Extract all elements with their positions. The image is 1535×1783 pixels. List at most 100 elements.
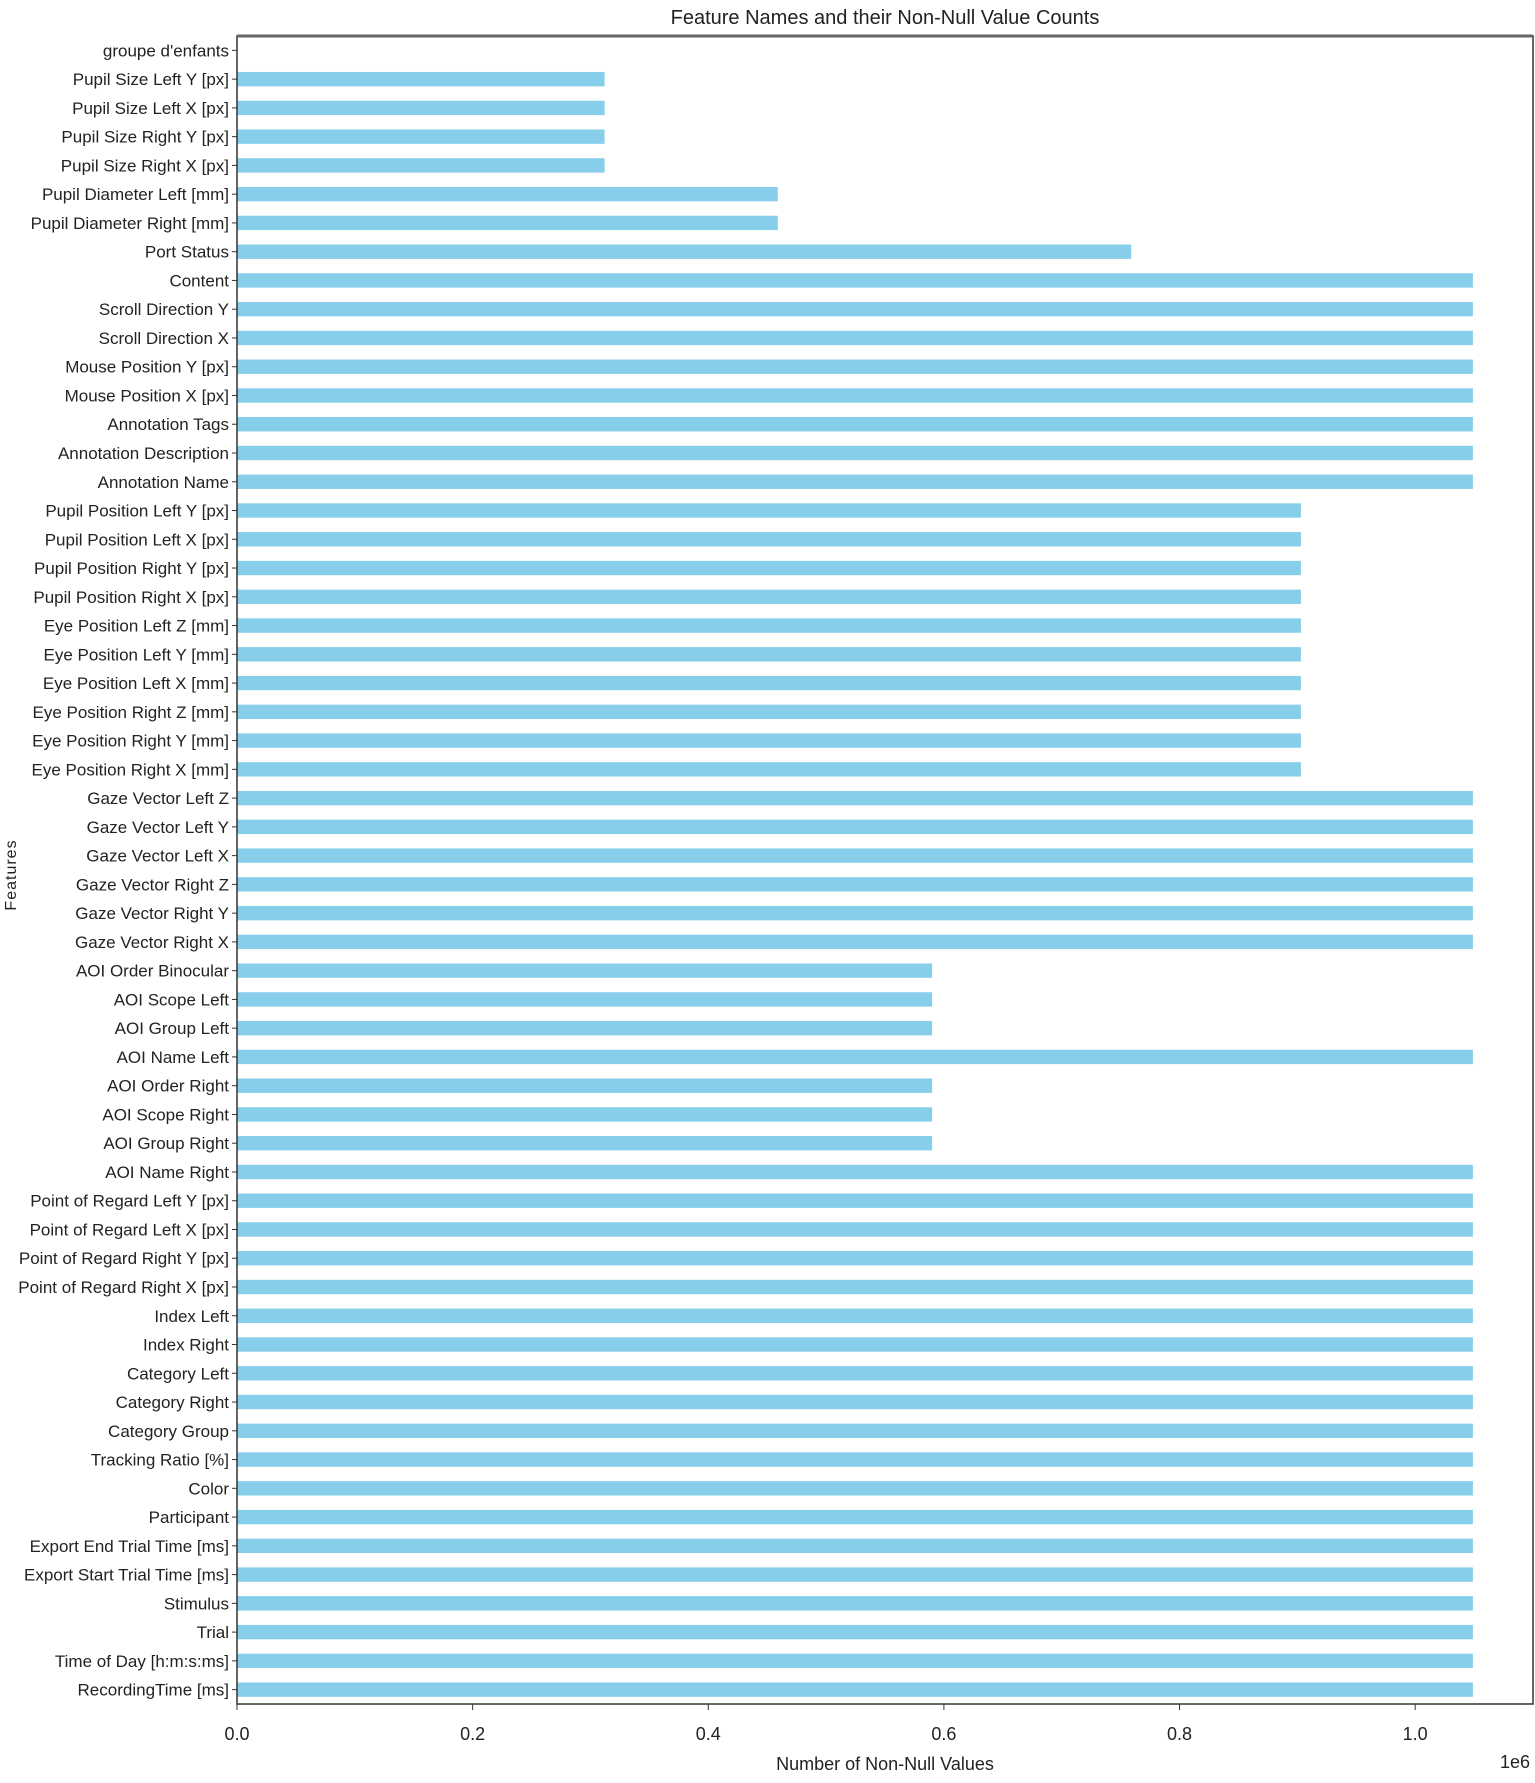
- y-tick-label: AOI Name Right: [105, 1163, 229, 1182]
- bar: [237, 244, 1132, 259]
- bar: [237, 704, 1301, 720]
- bar: [237, 848, 1473, 863]
- y-tick-label: Gaze Vector Left X: [86, 847, 229, 866]
- x-tick-label: 0.0: [224, 1724, 249, 1744]
- y-tick-label: Scroll Direction Y: [99, 300, 229, 319]
- y-tick-label: Annotation Tags: [107, 415, 229, 434]
- y-tick-label: Eye Position Left Z [mm]: [44, 617, 229, 636]
- y-tick-label: AOI Group Right: [103, 1134, 229, 1153]
- bars-group: [237, 71, 1473, 1697]
- bar: [237, 129, 605, 144]
- y-tick-label: Gaze Vector Left Z: [87, 789, 229, 808]
- y-tick-label: Eye Position Right X [mm]: [32, 760, 229, 779]
- y-tick-label: Category Left: [127, 1364, 229, 1383]
- bar: [237, 1337, 1473, 1352]
- bar: [237, 1481, 1473, 1496]
- y-tick-label: Export Start Trial Time [ms]: [24, 1566, 229, 1585]
- y-tick-label: Time of Day [h:m:s:ms]: [55, 1652, 229, 1671]
- x-tick-labels: 0.0 0.2 0.4 0.6 0.8 1.0: [224, 1704, 1428, 1744]
- y-axis-label: Features: [3, 839, 20, 910]
- bar: [237, 1394, 1473, 1410]
- bar: [237, 1020, 933, 1036]
- bar: [237, 589, 1301, 604]
- y-tick-label: Gaze Vector Right X: [75, 933, 229, 952]
- y-tick-label: Mouse Position Y [px]: [65, 358, 229, 377]
- bar: [237, 1164, 1473, 1180]
- y-tick-label: Eye Position Left X [mm]: [43, 674, 229, 693]
- bar: [237, 359, 1473, 374]
- bar: [237, 1078, 933, 1093]
- bar: [237, 560, 1301, 576]
- y-tick-label: Pupil Position Right X [px]: [33, 588, 229, 607]
- y-tick-label: Gaze Vector Left Y: [87, 818, 229, 837]
- y-tick-label: Content: [169, 271, 229, 290]
- bar: [237, 532, 1301, 547]
- y-tick-label: Trial: [197, 1623, 229, 1642]
- y-tick-label: Point of Regard Right X [px]: [18, 1278, 229, 1297]
- bar: [237, 1193, 1473, 1208]
- bar: [237, 1222, 1473, 1237]
- y-tick-label: Eye Position Right Z [mm]: [32, 703, 229, 722]
- bar: [237, 1596, 1473, 1611]
- bar: [237, 934, 1473, 950]
- bar: [237, 1538, 1473, 1554]
- bar: [237, 1136, 933, 1151]
- x-tick-label: 0.6: [931, 1724, 956, 1744]
- bar: [237, 1624, 1473, 1640]
- y-tick-label: groupe d'enfants: [103, 41, 229, 60]
- y-tick-label: Pupil Diameter Left [mm]: [42, 185, 229, 204]
- y-tick-label: Point of Regard Right Y [px]: [19, 1249, 229, 1268]
- y-tick-label: Category Right: [116, 1393, 230, 1412]
- bar: [237, 445, 1473, 461]
- bar: [237, 330, 1473, 346]
- y-tick-label: Pupil Position Left X [px]: [45, 530, 229, 549]
- y-tick-label: Scroll Direction X: [99, 329, 229, 348]
- bar: [237, 417, 1473, 432]
- bar: [237, 618, 1301, 633]
- y-tick-label: AOI Name Left: [117, 1048, 230, 1067]
- x-tick-label: 0.2: [460, 1724, 485, 1744]
- y-tick-label: Pupil Size Right Y [px]: [61, 128, 229, 147]
- bar: [237, 905, 1473, 921]
- bar: [237, 186, 778, 202]
- y-tick-label: Participant: [149, 1508, 230, 1527]
- bar: [237, 819, 1473, 835]
- y-tick-label: Tracking Ratio [%]: [91, 1451, 229, 1470]
- y-tick-label: Pupil Diameter Right [mm]: [31, 214, 229, 233]
- y-tick-label: Index Left: [154, 1307, 229, 1326]
- y-tick-label: Eye Position Left Y [mm]: [43, 645, 229, 664]
- bar: [237, 1366, 1473, 1381]
- x-tick-label: 0.4: [696, 1724, 721, 1744]
- chart-title: Feature Names and their Non-Null Value C…: [671, 7, 1100, 29]
- y-tick-label: Mouse Position X [px]: [65, 386, 229, 405]
- y-tick-label: Annotation Name: [98, 473, 229, 492]
- bar: [237, 1682, 1473, 1697]
- y-tick-label: Pupil Position Right Y [px]: [34, 559, 229, 578]
- bar: [237, 877, 1473, 892]
- y-tick-label: Index Right: [143, 1336, 229, 1355]
- bar: [237, 1107, 933, 1122]
- y-tick-label: Category Group: [108, 1422, 229, 1441]
- y-tick-label: Eye Position Right Y [mm]: [32, 732, 229, 751]
- bar: [237, 71, 605, 87]
- bar: [237, 388, 1473, 403]
- bar: [237, 992, 933, 1007]
- y-tick-label: Stimulus: [164, 1594, 229, 1613]
- bar: [237, 100, 605, 116]
- y-tick-label: AOI Group Left: [115, 1019, 230, 1038]
- bar: [237, 1653, 1473, 1669]
- x-tick-label: 1.0: [1403, 1724, 1428, 1744]
- y-tick-label: AOI Order Right: [107, 1077, 229, 1096]
- bar: [237, 1279, 1473, 1295]
- bar: [237, 1308, 1473, 1323]
- bar: [237, 215, 778, 231]
- bar: [237, 1452, 1473, 1467]
- y-tick-label: RecordingTime [ms]: [78, 1681, 229, 1700]
- x-axis-label: Number of Non-Null Values: [776, 1754, 994, 1774]
- y-tick-label: Annotation Description: [58, 444, 229, 463]
- bar: [237, 762, 1301, 777]
- bar: [237, 1049, 1473, 1065]
- bar: [237, 1567, 1473, 1582]
- bar: [237, 503, 1301, 518]
